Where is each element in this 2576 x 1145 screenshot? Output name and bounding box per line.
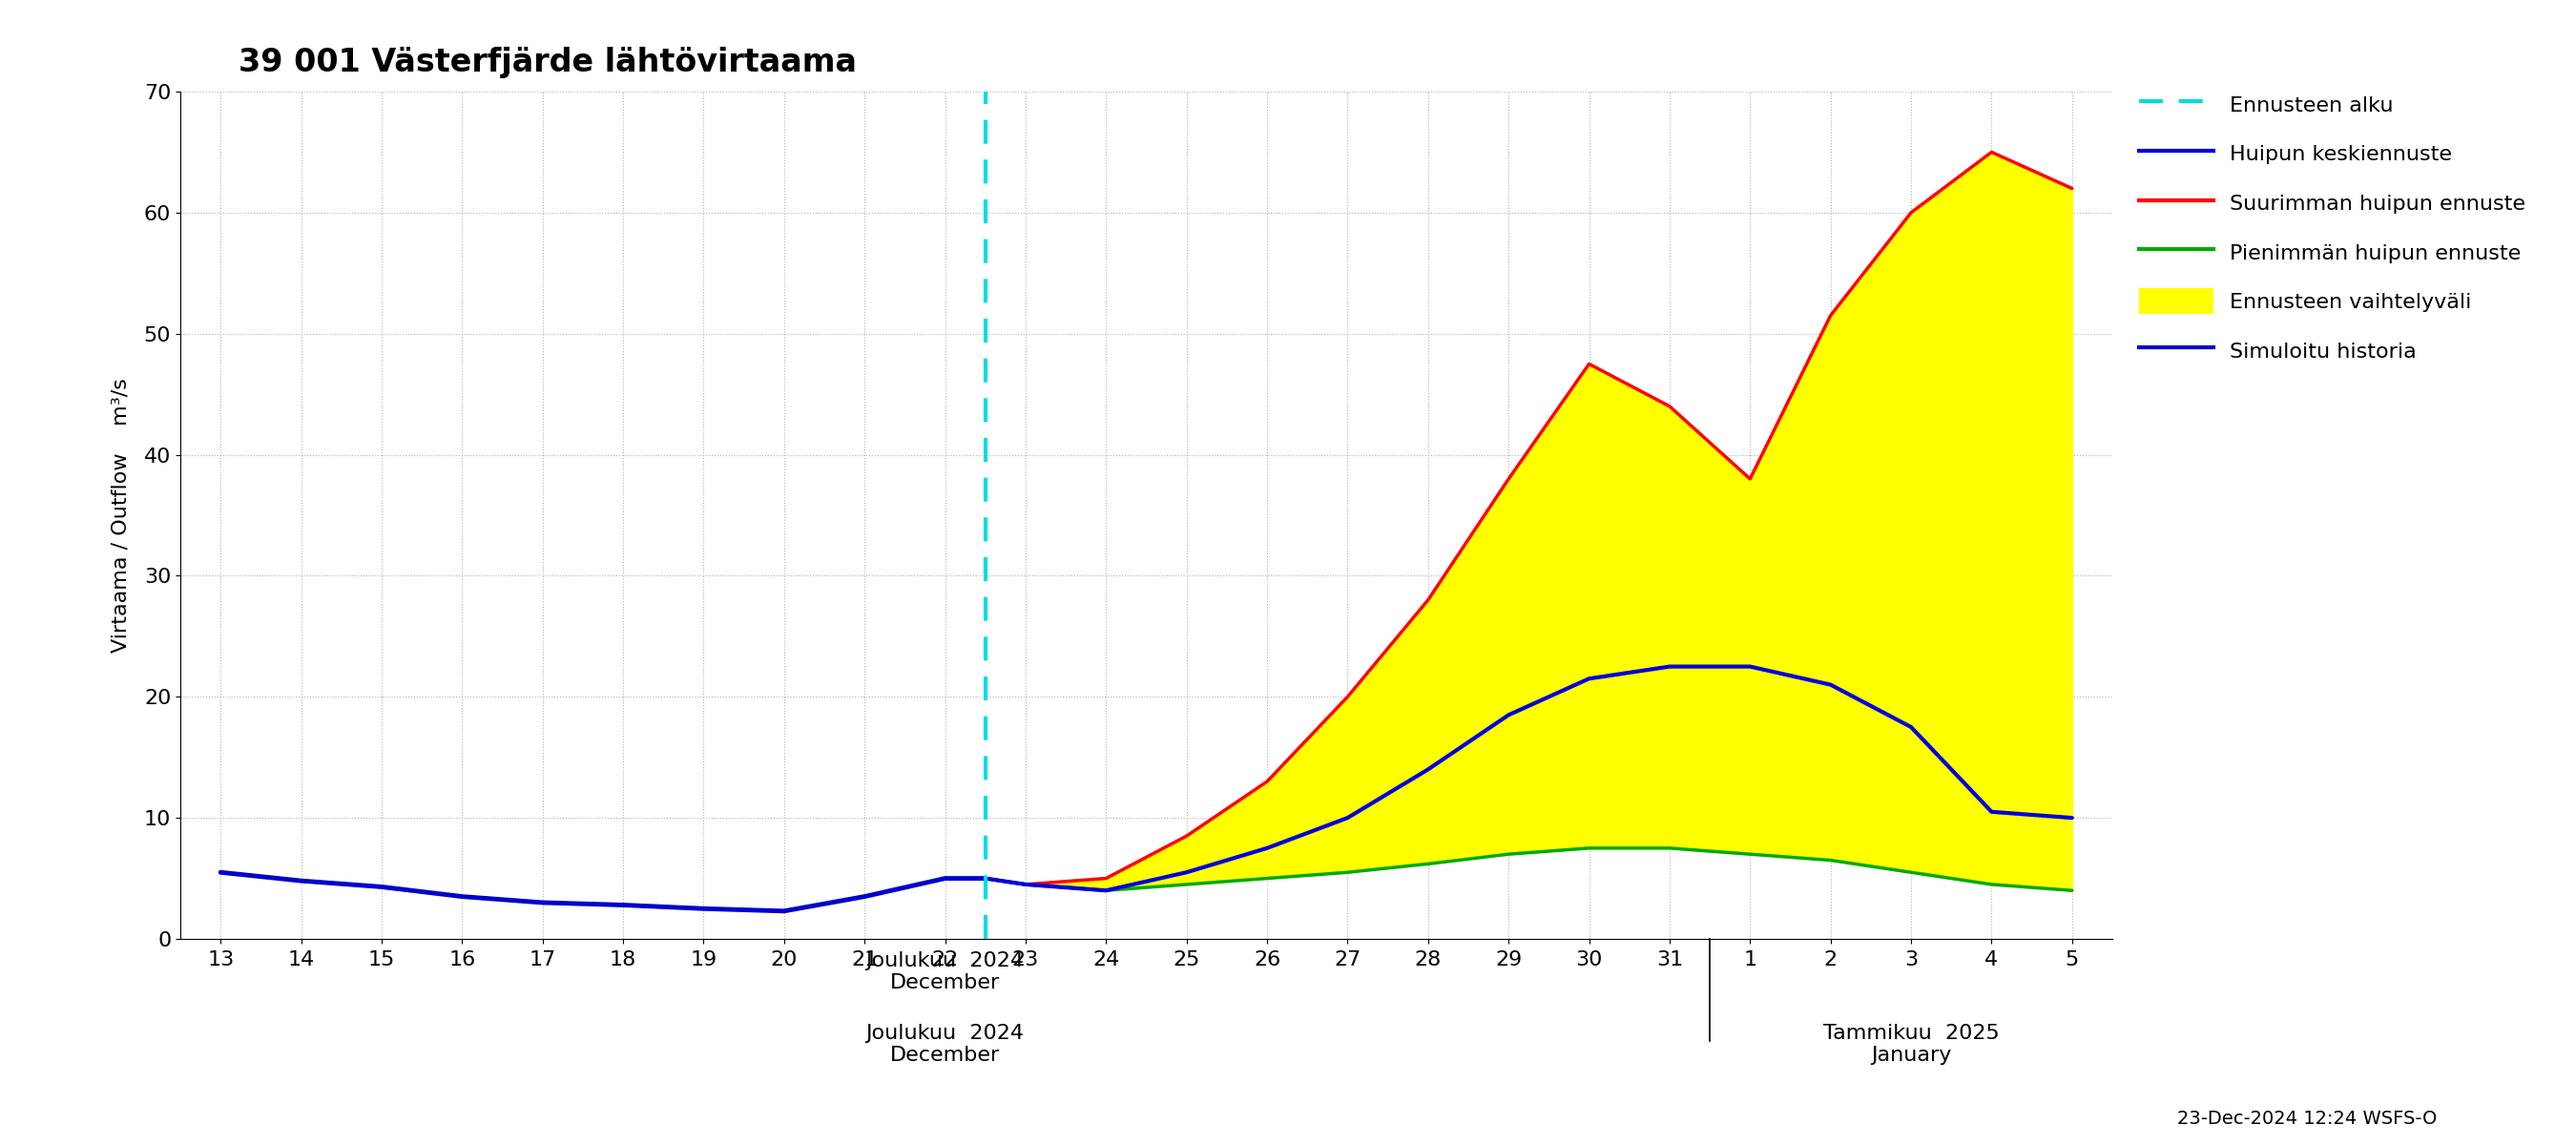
- Y-axis label: Virtaama / Outflow    m³/s: Virtaama / Outflow m³/s: [111, 378, 131, 653]
- Legend: Ennusteen alku, Huipun keskiennuste, Suurimman huipun ennuste, Pienimmän huipun : Ennusteen alku, Huipun keskiennuste, Suu…: [2133, 85, 2532, 370]
- Text: Tammikuu  2025
January: Tammikuu 2025 January: [1824, 1024, 1999, 1065]
- Text: 23-Dec-2024 12:24 WSFS-O: 23-Dec-2024 12:24 WSFS-O: [2177, 1110, 2437, 1128]
- Text: Joulukuu  2024
December: Joulukuu 2024 December: [866, 1024, 1025, 1065]
- Text: 39 001 Västerfjärde lähtövirtaama: 39 001 Västerfjärde lähtövirtaama: [240, 47, 855, 78]
- Text: Joulukuu  2024
December: Joulukuu 2024 December: [866, 951, 1025, 993]
